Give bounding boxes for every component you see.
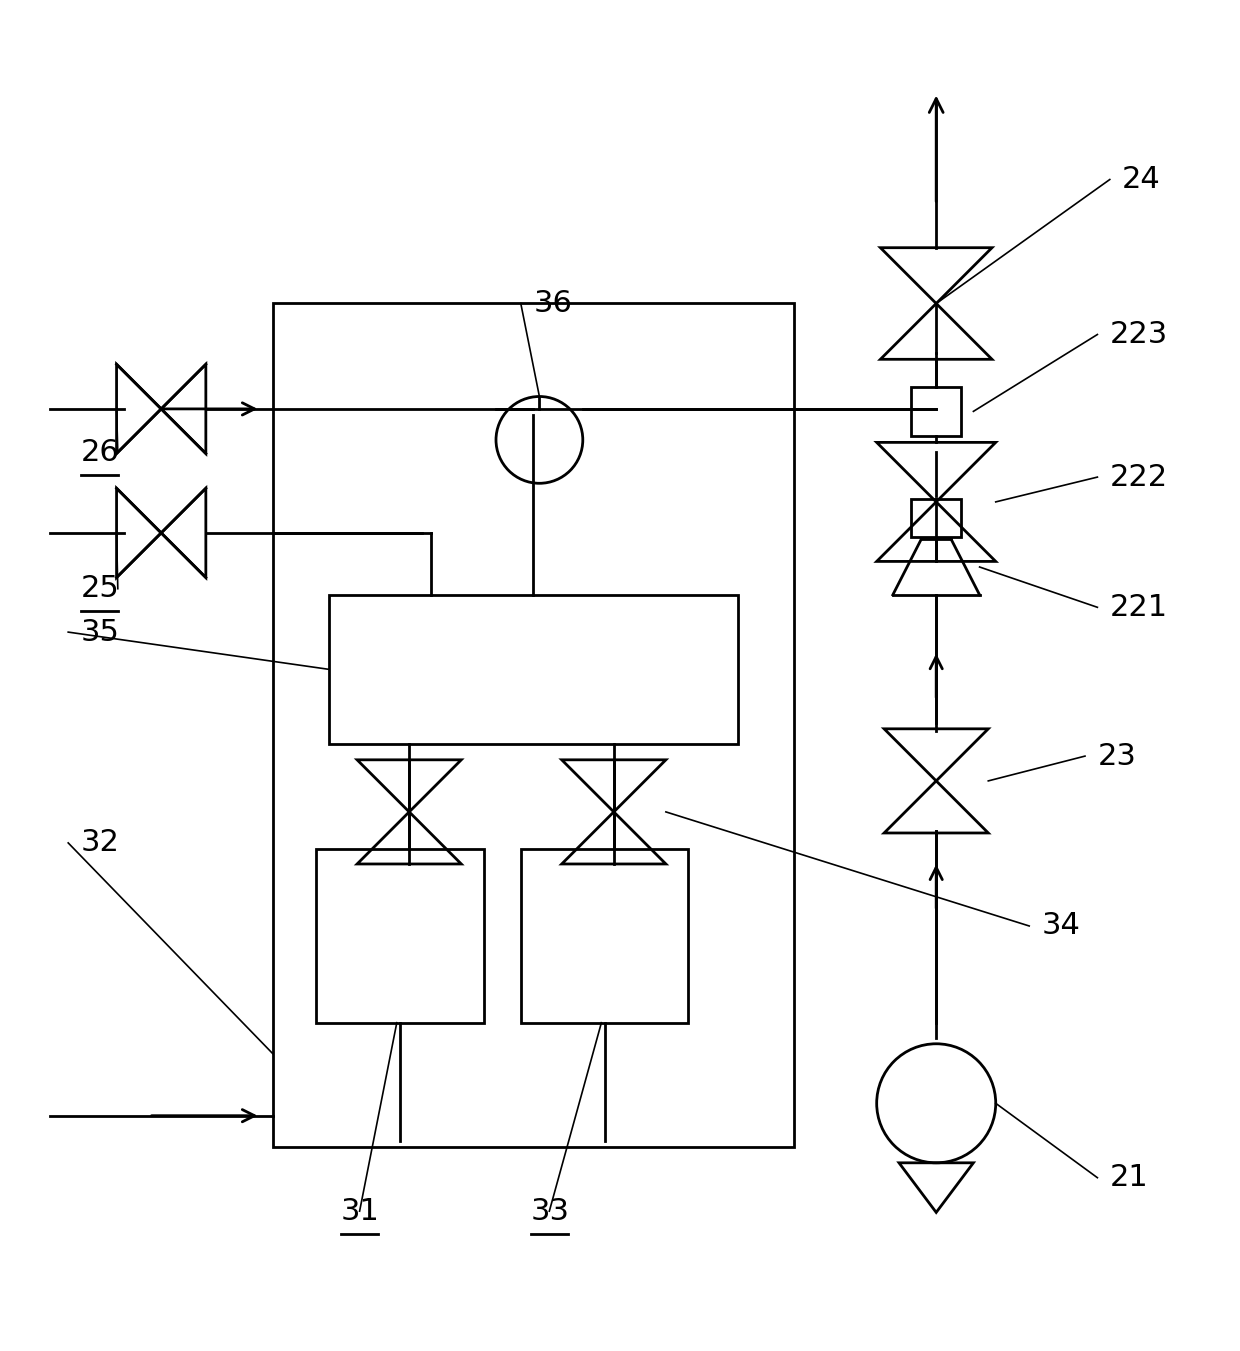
Text: 36: 36 (533, 289, 572, 317)
Bar (911, 386, 961, 436)
Text: 34: 34 (1042, 912, 1080, 940)
Text: 26: 26 (81, 438, 119, 467)
Bar (316, 848, 484, 1023)
Text: 33: 33 (531, 1197, 569, 1225)
Text: 223: 223 (1110, 320, 1168, 349)
Bar (273, 304, 794, 1147)
Text: 222: 222 (1110, 462, 1168, 492)
Bar (911, 500, 961, 536)
Text: 31: 31 (341, 1197, 379, 1225)
Text: 32: 32 (81, 828, 119, 858)
Text: 35: 35 (81, 617, 119, 647)
Text: 24: 24 (1122, 165, 1161, 195)
Text: 21: 21 (1110, 1163, 1148, 1192)
Text: 23: 23 (1097, 742, 1136, 770)
Text: 221: 221 (1110, 593, 1168, 621)
Text: 25: 25 (81, 574, 119, 603)
Bar (329, 594, 738, 743)
Bar (521, 848, 688, 1023)
